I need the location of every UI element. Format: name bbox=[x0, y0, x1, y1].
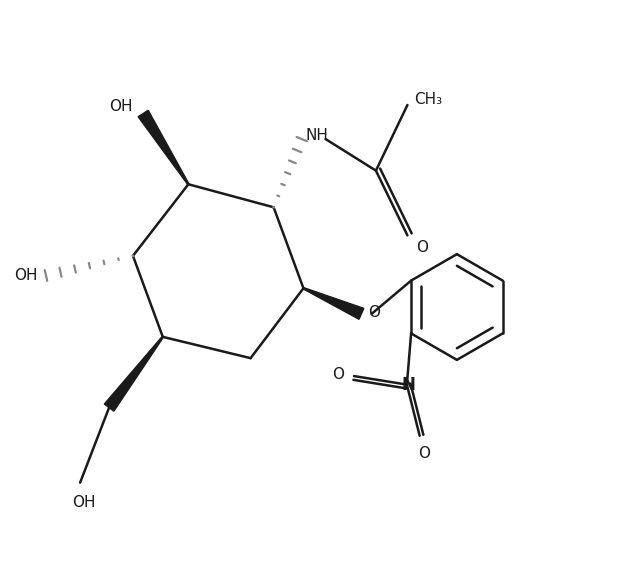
Text: NH: NH bbox=[305, 128, 328, 143]
Text: OH: OH bbox=[110, 99, 133, 114]
Text: O: O bbox=[368, 304, 380, 320]
Polygon shape bbox=[303, 287, 364, 319]
Polygon shape bbox=[104, 336, 163, 411]
Text: CH₃: CH₃ bbox=[414, 93, 442, 107]
Text: N: N bbox=[402, 375, 415, 394]
Text: O: O bbox=[418, 446, 430, 461]
Text: OH: OH bbox=[72, 495, 96, 509]
Text: O: O bbox=[332, 367, 344, 382]
Text: O: O bbox=[416, 240, 428, 254]
Polygon shape bbox=[138, 110, 189, 185]
Text: OH: OH bbox=[14, 268, 37, 283]
